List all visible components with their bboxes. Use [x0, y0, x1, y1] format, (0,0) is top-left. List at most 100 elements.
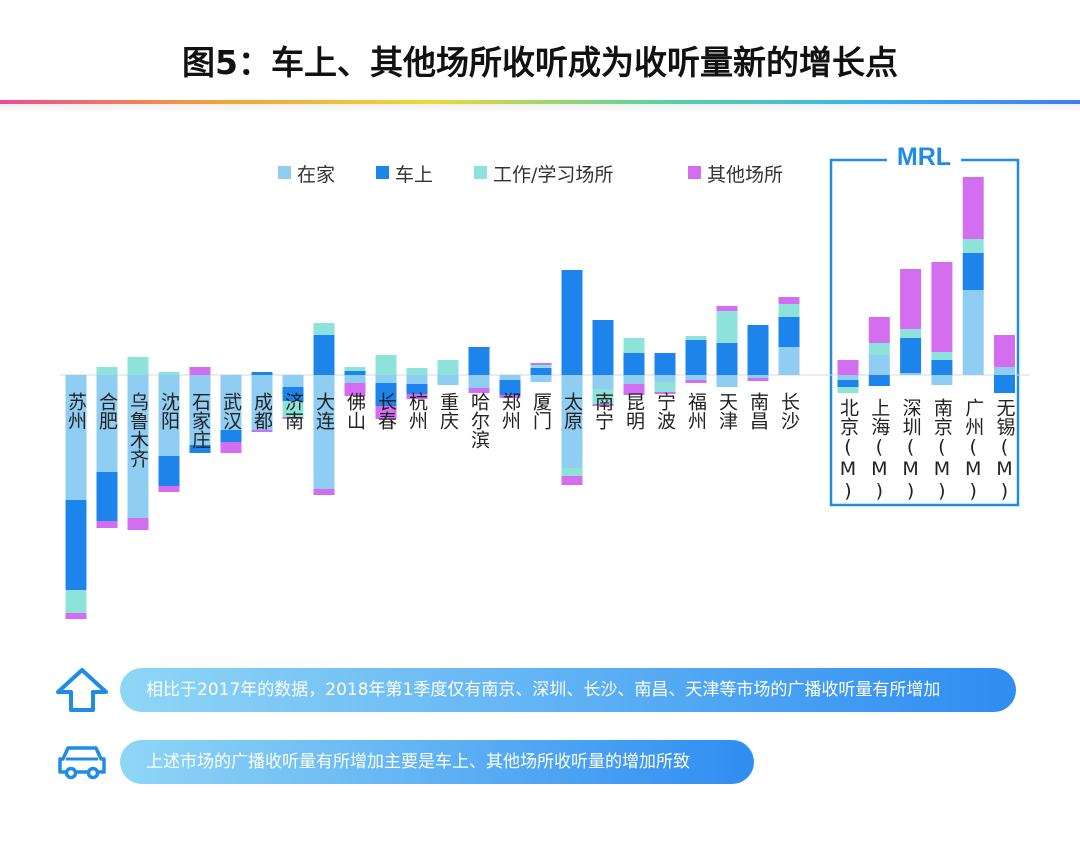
callout-growth: 相比于2017年的数据，2018年第1季度仅有南京、深圳、长沙、南昌、天津等市场… — [120, 668, 1016, 712]
bar-segment-16-2 — [561, 468, 583, 476]
bar-segment-16-0 — [561, 375, 583, 468]
bar-segment-29-3 — [994, 335, 1015, 367]
bar-segment-24-0 — [837, 375, 859, 380]
bar-segment-3-1 — [158, 456, 180, 486]
legend-label-3: 其他场所 — [707, 164, 783, 186]
bar-segment-25-0 — [868, 355, 890, 375]
bar-segment-11-2 — [406, 368, 428, 375]
category-label-10: 长春 — [375, 392, 397, 430]
bar-segment-21-1 — [716, 343, 738, 375]
legend-label-2: 工作/学习场所 — [493, 164, 613, 186]
bar-segment-25-1 — [868, 375, 890, 386]
rainbow-divider — [0, 100, 1080, 104]
category-label-17: 南宁 — [592, 392, 614, 430]
bar-segment-14-1 — [499, 380, 521, 395]
mrl-label: MRL — [897, 143, 951, 171]
bar-segment-27-2 — [931, 352, 953, 360]
category-label-22: 南昌 — [747, 392, 769, 430]
bar-segment-19-3 — [654, 392, 676, 394]
bar-segment-23-2 — [778, 304, 800, 317]
bar-segment-15-1 — [530, 368, 552, 375]
bar-segment-5-1 — [220, 430, 242, 442]
bar-segment-11-3 — [406, 394, 428, 399]
bar-segment-0-0 — [65, 375, 87, 500]
bar-segment-9-3 — [344, 383, 366, 396]
bar-segment-22-0 — [747, 375, 769, 378]
bar-segment-16-3 — [561, 476, 583, 485]
bar-segment-27-3 — [931, 262, 953, 352]
divider-shadow — [0, 104, 1080, 114]
bar-segment-5-0 — [220, 375, 242, 430]
bar-segment-13-3 — [468, 388, 490, 393]
category-label-2: 乌鲁木齐 — [127, 392, 149, 468]
bar-segment-18-1 — [623, 353, 645, 375]
bar-segment-25-2 — [868, 343, 890, 355]
bar-segment-6-1 — [251, 372, 273, 375]
bar-segment-10-2 — [375, 355, 397, 375]
chart-legend: 在家 车上 工作/学习场所 其他场所 — [278, 164, 783, 186]
category-label-1: 合肥 — [96, 392, 118, 430]
bar-segment-3-3 — [158, 486, 180, 492]
bar-segment-9-1 — [344, 371, 366, 375]
bar-segment-15-3 — [530, 363, 552, 365]
bar-segment-2-0 — [127, 375, 149, 518]
bar-segment-28-0 — [962, 290, 984, 375]
bar-segment-19-2 — [654, 382, 676, 392]
bar-segment-14-0 — [499, 375, 521, 380]
bar-segment-4-3 — [189, 367, 211, 375]
category-label-26: 深圳(M) — [900, 398, 922, 502]
mrl-label-bg — [887, 142, 961, 170]
bar-segment-12-2 — [437, 360, 459, 375]
category-label-25: 上海(M) — [868, 398, 890, 502]
bar-segment-0-3 — [65, 613, 87, 619]
bar-segment-1-0 — [96, 375, 118, 472]
bar-segment-27-0 — [931, 375, 953, 385]
bar-segment-9-2 — [344, 367, 366, 371]
bar-segment-13-1 — [468, 347, 490, 375]
bar-segment-17-0 — [592, 375, 614, 389]
bar-segment-21-3 — [716, 306, 738, 311]
category-label-28: 广州(M) — [962, 398, 984, 502]
bar-segment-14-3 — [499, 395, 521, 398]
bar-segment-4-1 — [189, 445, 211, 453]
bar-segment-15-2 — [530, 365, 552, 368]
mrl-box — [829, 158, 1020, 507]
stacked-bar-chart: 在家 车上 工作/学习场所 其他场所 MRL 苏州 合肥 乌鲁木齐 沈阳 石家庄 武汉 成都 济南大… — [60, 142, 1030, 619]
category-labels: 苏州 合肥 乌鲁木齐 沈阳 石家庄 武汉 成都 济南 大连 佛山 长春 杭州 重庆 哈尔滨 郑州 厦门 太原 南宁… — [65, 392, 1016, 502]
legend-label-1: 车上 — [395, 164, 433, 186]
bar-segment-23-0 — [778, 347, 800, 375]
bar-segment-7-2 — [282, 401, 304, 417]
category-label-19: 宁波 — [654, 392, 676, 430]
bar-segment-10-1 — [375, 383, 397, 406]
bar-segment-23-1 — [778, 317, 800, 347]
bar-segment-8-2 — [313, 323, 335, 335]
bar-segment-17-2 — [592, 389, 614, 404]
category-label-8: 大连 — [313, 392, 335, 430]
bar-segment-28-2 — [962, 239, 984, 253]
bar-segment-17-1 — [592, 320, 614, 375]
bar-segment-9-0 — [344, 375, 366, 383]
bar-segment-10-0 — [375, 375, 397, 383]
bar-segment-2-2 — [127, 357, 149, 375]
bar-segment-3-0 — [158, 375, 180, 456]
bar-segment-21-2 — [716, 311, 738, 343]
bar-segment-11-1 — [406, 384, 428, 394]
bar-segment-6-0 — [251, 375, 273, 430]
bar-segment-28-1 — [962, 253, 984, 290]
bar-segment-1-2 — [96, 367, 118, 375]
bar-segment-20-1 — [685, 340, 707, 375]
bar-segment-20-0 — [685, 375, 707, 380]
category-label-9: 佛山 — [344, 392, 366, 430]
legend-swatch-0 — [278, 166, 291, 179]
category-label-18: 昆明 — [623, 392, 645, 430]
bar-segment-10-3 — [375, 406, 397, 419]
bar-segment-7-1 — [282, 387, 304, 401]
bar-segment-1-3 — [96, 521, 118, 528]
bar-segment-8-3 — [313, 489, 335, 495]
bar-segment-15-0 — [530, 375, 552, 382]
category-label-3: 沈阳 — [158, 392, 180, 430]
category-label-21: 天津 — [716, 392, 738, 430]
category-label-4: 石家庄 — [189, 392, 211, 449]
category-label-12: 重庆 — [437, 392, 459, 430]
bar-segment-21-0 — [716, 375, 738, 387]
